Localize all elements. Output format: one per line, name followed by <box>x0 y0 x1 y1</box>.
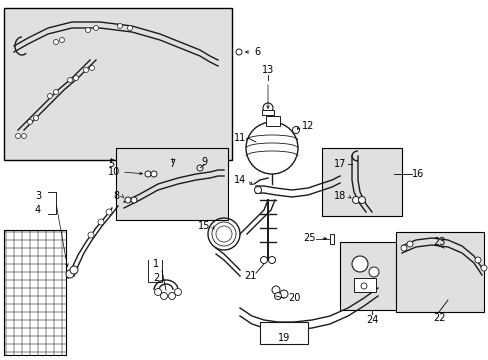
Circle shape <box>93 26 98 31</box>
Circle shape <box>73 76 79 81</box>
Circle shape <box>400 245 406 251</box>
Circle shape <box>53 40 59 45</box>
Circle shape <box>67 77 72 82</box>
Bar <box>329 234 333 244</box>
Text: 21: 21 <box>244 271 256 281</box>
Circle shape <box>145 171 151 177</box>
Text: 9: 9 <box>201 157 206 167</box>
Circle shape <box>117 23 122 28</box>
Bar <box>321 148 401 216</box>
Circle shape <box>274 292 281 300</box>
Text: 17: 17 <box>333 159 346 169</box>
Circle shape <box>236 49 242 55</box>
Text: 14: 14 <box>233 175 245 185</box>
Text: 24: 24 <box>365 315 377 325</box>
Circle shape <box>89 66 94 71</box>
Bar <box>262 110 273 115</box>
Circle shape <box>85 27 90 32</box>
Text: 10: 10 <box>107 167 120 177</box>
Circle shape <box>263 103 272 113</box>
Circle shape <box>83 68 88 72</box>
Text: 5: 5 <box>108 159 114 169</box>
Text: 3: 3 <box>35 191 41 201</box>
Circle shape <box>271 286 280 294</box>
Circle shape <box>70 266 78 274</box>
Circle shape <box>127 26 132 31</box>
Circle shape <box>474 257 480 263</box>
Bar <box>265 116 280 126</box>
Text: 12: 12 <box>302 121 314 131</box>
Text: 22: 22 <box>432 313 445 323</box>
Circle shape <box>360 283 366 289</box>
Text: 25: 25 <box>303 233 315 243</box>
Text: 2: 2 <box>153 273 159 283</box>
Circle shape <box>47 94 52 99</box>
Text: 23: 23 <box>432 237 444 247</box>
Circle shape <box>351 256 367 272</box>
Circle shape <box>21 134 26 139</box>
Circle shape <box>197 165 203 171</box>
Circle shape <box>151 171 157 177</box>
Bar <box>4 8 231 160</box>
Text: 18: 18 <box>333 191 346 201</box>
Circle shape <box>358 197 365 203</box>
Circle shape <box>254 186 261 194</box>
Circle shape <box>154 288 161 296</box>
Circle shape <box>98 219 104 225</box>
Circle shape <box>60 37 64 42</box>
Circle shape <box>88 232 94 238</box>
Circle shape <box>280 290 287 298</box>
Circle shape <box>368 267 378 277</box>
Text: 4: 4 <box>35 205 41 215</box>
Circle shape <box>260 256 267 264</box>
Text: 7: 7 <box>168 159 175 169</box>
Text: 16: 16 <box>411 169 424 179</box>
Circle shape <box>16 134 20 139</box>
Circle shape <box>66 270 74 278</box>
Text: 11: 11 <box>233 133 245 143</box>
Circle shape <box>480 265 486 271</box>
Circle shape <box>27 120 32 125</box>
Bar <box>353 278 375 292</box>
Bar <box>395 232 483 312</box>
Circle shape <box>245 122 297 174</box>
Bar <box>260 322 307 344</box>
Circle shape <box>106 209 112 215</box>
Circle shape <box>125 197 131 203</box>
Circle shape <box>292 126 299 134</box>
Text: 20: 20 <box>287 293 300 303</box>
Bar <box>339 242 407 310</box>
Text: 1: 1 <box>153 259 159 269</box>
Circle shape <box>131 197 137 203</box>
Text: 8: 8 <box>114 191 120 201</box>
Circle shape <box>352 197 359 203</box>
Text: 15: 15 <box>197 221 209 231</box>
Circle shape <box>406 241 412 247</box>
Text: 13: 13 <box>262 65 274 75</box>
Bar <box>4 230 66 355</box>
Circle shape <box>160 292 167 300</box>
Circle shape <box>268 256 275 264</box>
Circle shape <box>53 90 59 95</box>
Circle shape <box>174 288 181 296</box>
Circle shape <box>34 116 39 121</box>
Text: 6: 6 <box>253 47 260 57</box>
Bar <box>116 148 227 220</box>
Circle shape <box>168 292 175 300</box>
Text: 19: 19 <box>277 333 289 343</box>
